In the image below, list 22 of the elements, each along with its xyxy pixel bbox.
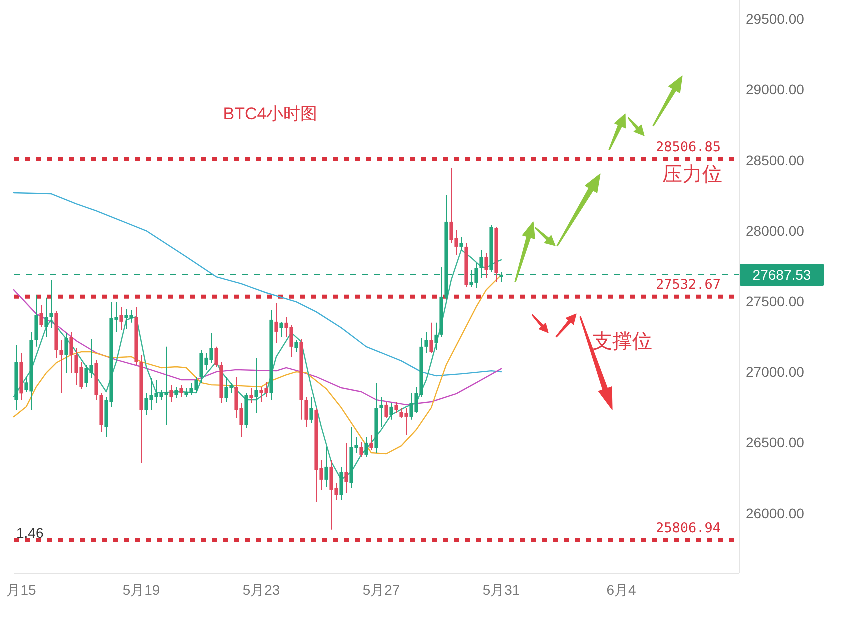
- ref-line-label: 28506.85: [656, 139, 721, 156]
- y-tick-label: 29500.00: [746, 11, 805, 28]
- x-tick-label: 5月31: [482, 582, 520, 598]
- annotation: 1.46: [16, 525, 44, 541]
- y-tick-label: 28500.00: [746, 152, 805, 168]
- y-tick-label: 28000.00: [746, 222, 805, 239]
- y-tick-label: 29000.00: [746, 82, 805, 98]
- y-tick-label: 26500.00: [746, 434, 805, 451]
- x-tick-label: 月15: [6, 582, 36, 598]
- y-tick-label: 27000.00: [746, 364, 805, 380]
- ref-line-label: 25806.94: [656, 520, 721, 537]
- y-tick-label: 26000.00: [746, 505, 805, 522]
- y-tick-label: 27500.00: [746, 293, 805, 310]
- annotation: 支撑位: [592, 331, 652, 353]
- annotation: 压力位: [662, 164, 722, 186]
- x-tick-label: 5月19: [122, 582, 160, 598]
- x-tick-label: 5月23: [242, 582, 280, 598]
- ref-line-label: 27532.67: [656, 276, 721, 293]
- x-tick-label: 5月27: [362, 582, 400, 598]
- title: BTC4小时图: [223, 104, 318, 124]
- x-tick-label: 6月4: [606, 582, 636, 598]
- ref-line-label: 27687.53: [752, 266, 812, 283]
